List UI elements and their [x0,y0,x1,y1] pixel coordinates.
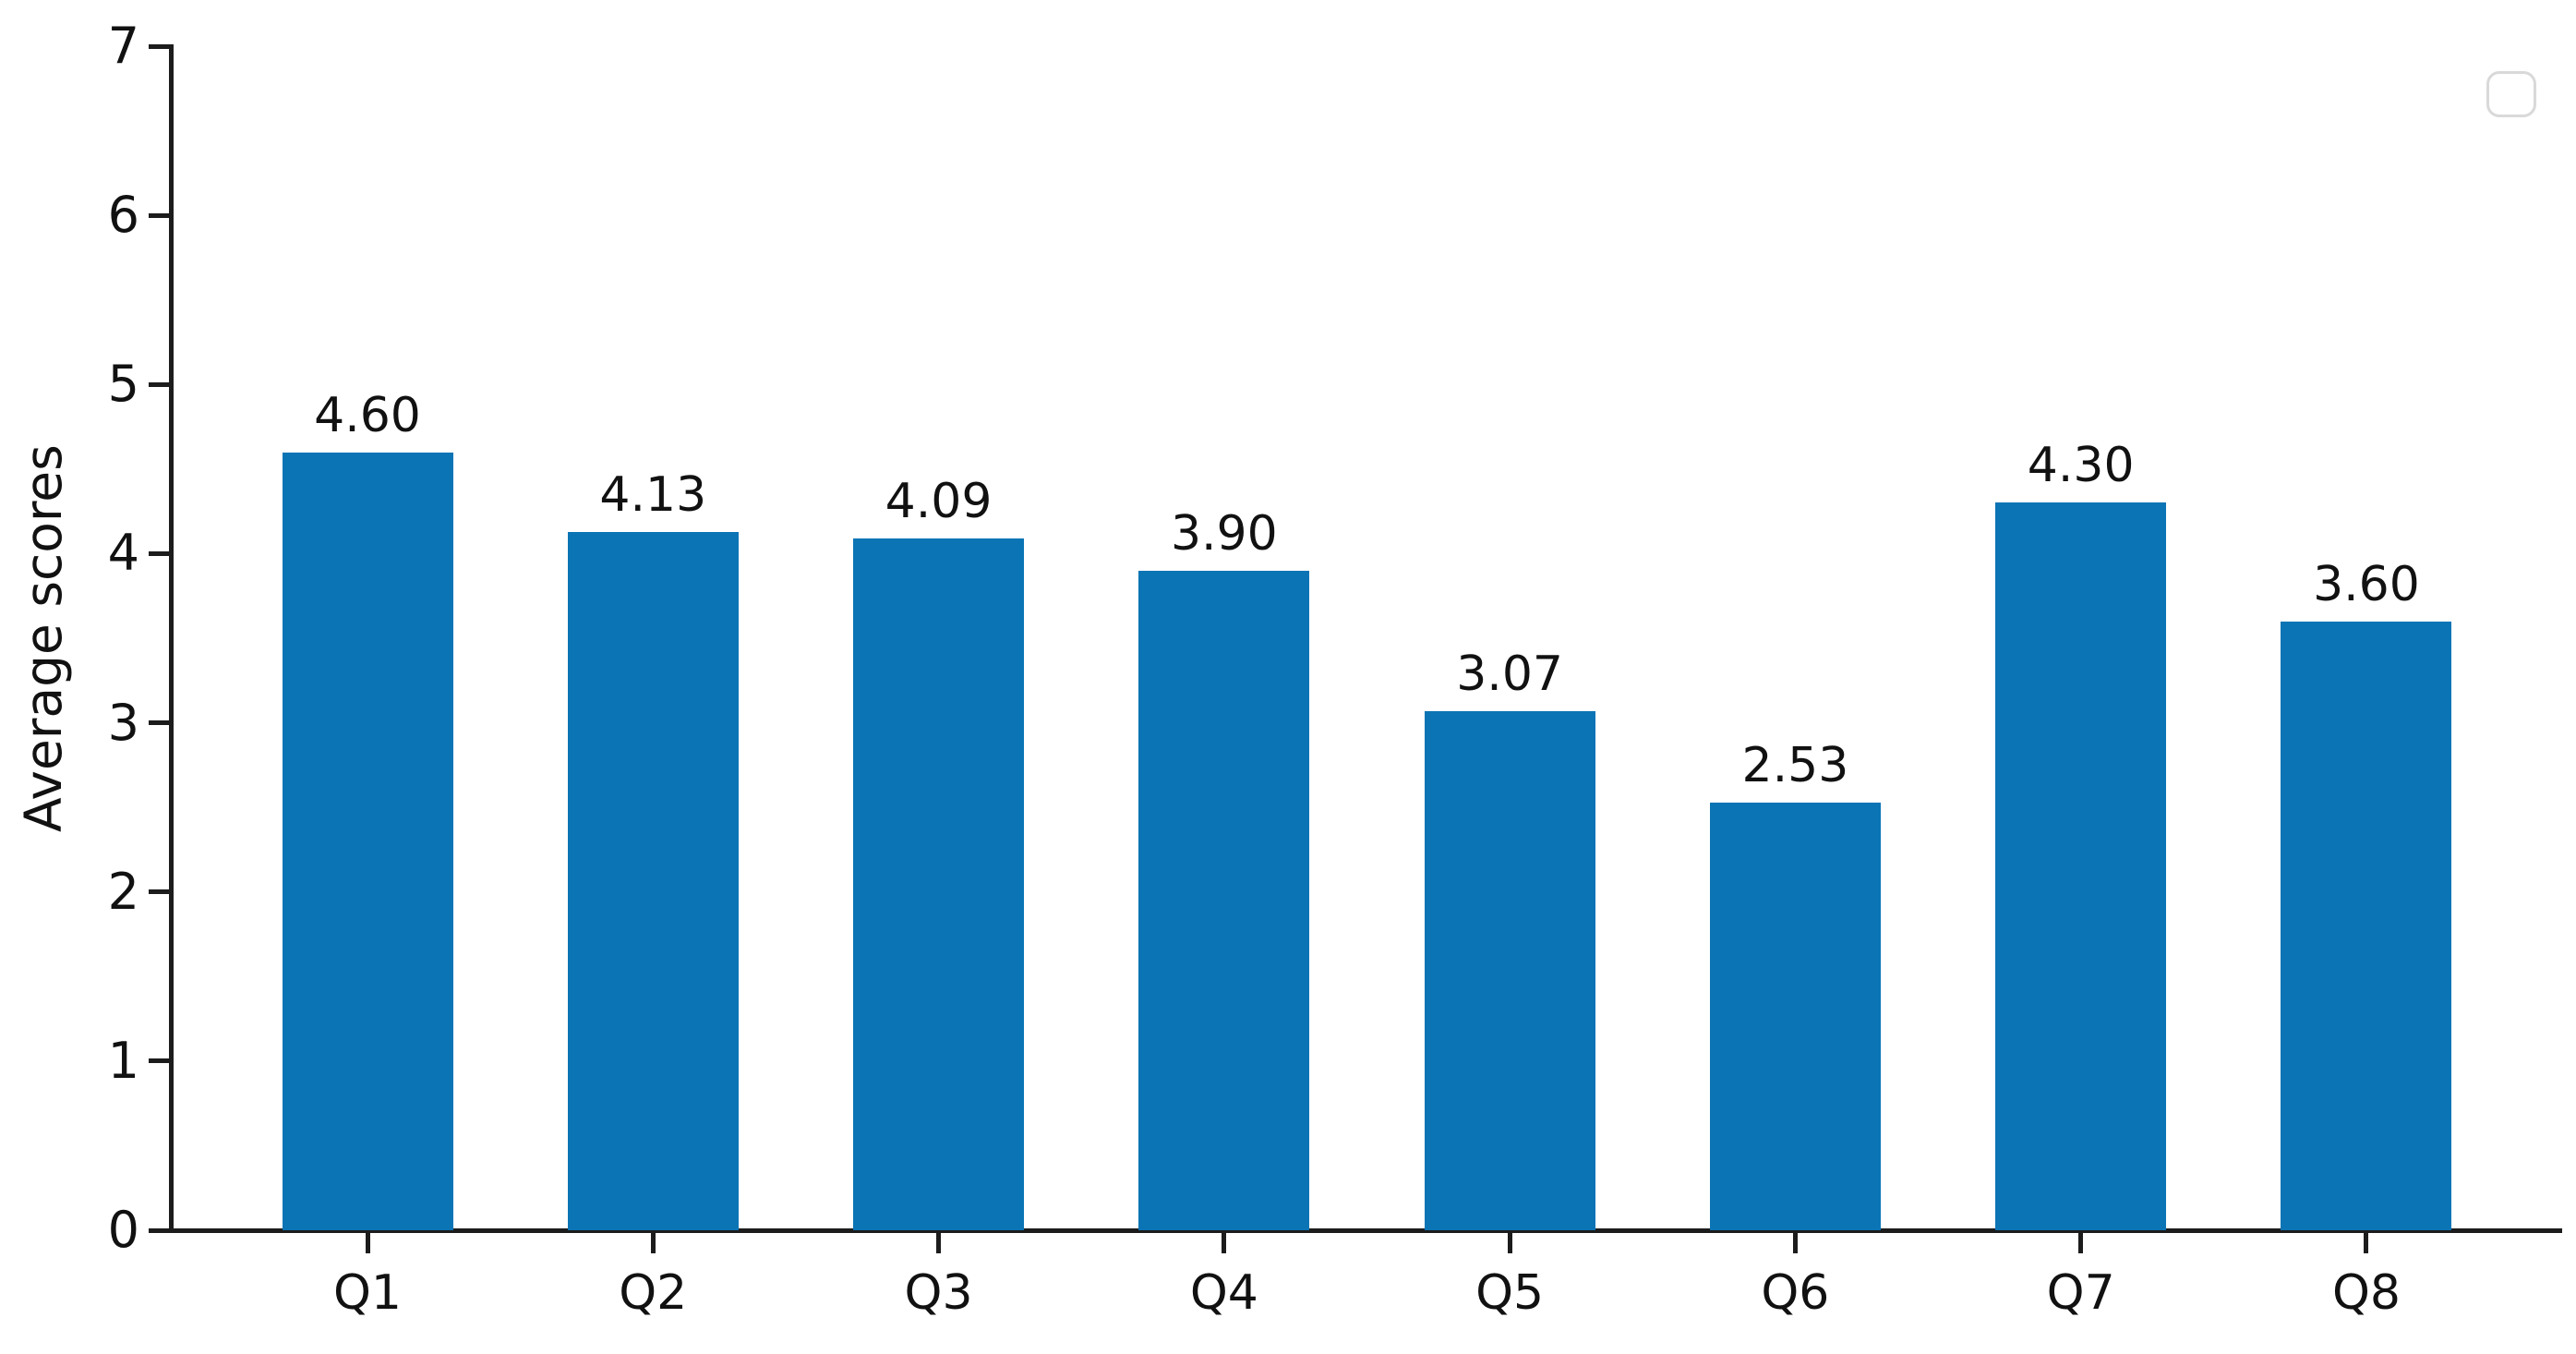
x-tick-label: Q2 [619,1265,688,1321]
y-tick-mark [149,889,169,895]
bar-value-label: 2.53 [1741,737,1849,793]
x-tick-mark [1507,1233,1512,1253]
legend-box [2486,71,2536,117]
x-tick-label: Q3 [904,1265,973,1321]
x-tick-mark [650,1233,656,1253]
y-tick-mark [149,43,169,49]
y-tick-label: 5 [107,355,139,414]
y-tick-label: 1 [107,1031,139,1090]
y-tick-label: 4 [107,524,139,583]
y-tick-mark [149,1227,169,1233]
bar [853,538,1025,1230]
bar-value-label: 4.13 [599,466,707,523]
y-tick-mark [149,381,169,387]
y-tick-mark [149,212,169,218]
y-tick-label: 0 [107,1201,139,1259]
bar [567,531,739,1230]
y-tick-label: 6 [107,186,139,245]
bar [1709,802,1881,1230]
bar-value-label: 4.30 [2027,438,2135,494]
x-tick-mark [2078,1233,2084,1253]
y-axis-spine [169,44,174,1233]
x-tick-mark [1222,1233,1227,1253]
y-tick-mark [149,1058,169,1064]
bar [282,452,453,1230]
bar-value-label: 3.07 [1456,646,1563,702]
x-tick-mark [2364,1233,2369,1253]
x-tick-mark [1792,1233,1798,1253]
y-tick-label: 3 [107,693,139,752]
y-tick-label: 7 [107,17,139,75]
bar [1424,710,1595,1230]
x-tick-label: Q5 [1475,1265,1545,1321]
x-tick-mark [936,1233,942,1253]
y-tick-mark [149,550,169,556]
x-axis-spine [169,1228,2562,1233]
y-tick-mark [149,720,169,726]
bar-value-label: 3.60 [2313,556,2420,612]
x-tick-mark [365,1233,370,1253]
x-tick-label: Q6 [1761,1265,1830,1321]
x-tick-label: Q8 [2331,1265,2401,1321]
x-tick-label: Q1 [332,1265,402,1321]
bar-value-label: 4.60 [314,387,421,443]
bar [1138,570,1310,1230]
bar-value-label: 3.90 [1170,505,1278,562]
bar-value-label: 4.09 [885,473,993,529]
y-tick-label: 2 [107,862,139,921]
x-tick-label: Q7 [2046,1265,2115,1321]
x-tick-label: Q4 [1189,1265,1258,1321]
bar [1995,502,2167,1230]
bar [2281,621,2452,1230]
